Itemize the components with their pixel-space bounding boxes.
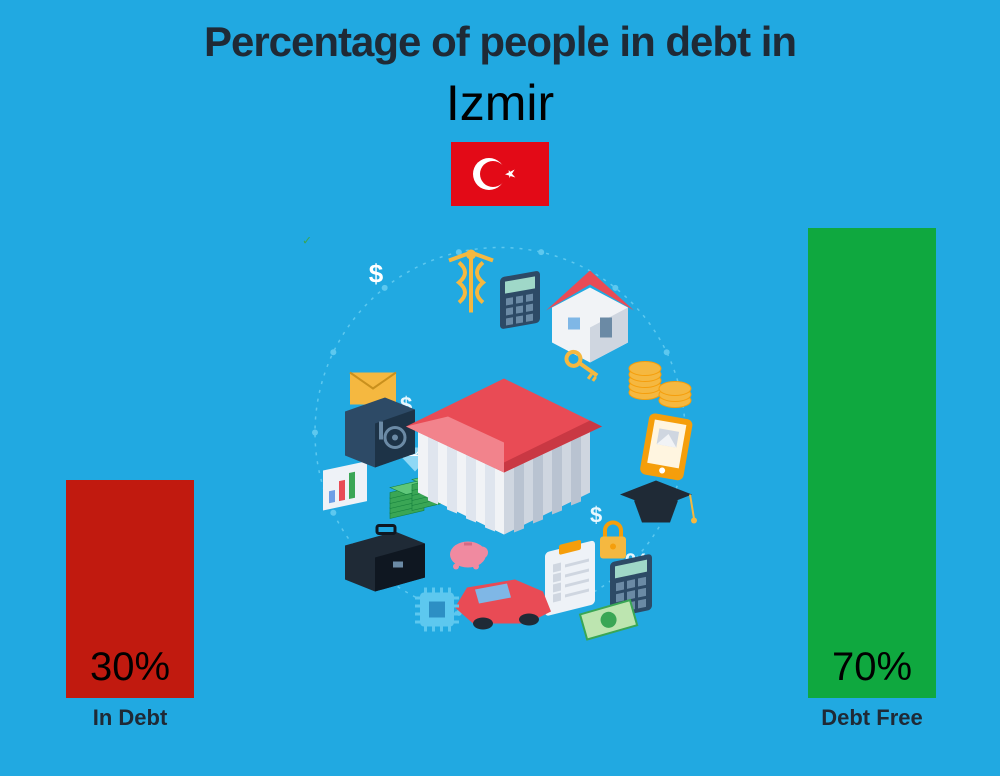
page-title: Percentage of people in debt in — [0, 18, 1000, 66]
svg-text:$: $ — [369, 258, 384, 288]
bar-value-in-debt: 30% — [66, 645, 194, 690]
finance-illustration: $$$$$%%✓$ — [290, 222, 710, 647]
page-subtitle: Izmir — [0, 74, 1000, 132]
svg-text:$: $ — [590, 502, 602, 527]
bar-in-debt: 30% — [66, 480, 194, 698]
bar-value-debt-free: 70% — [808, 645, 936, 690]
bar-label-in-debt: In Debt — [50, 705, 210, 731]
svg-text:✓: ✓ — [302, 233, 312, 247]
turkey-flag-icon — [451, 142, 549, 206]
bar-label-debt-free: Debt Free — [792, 705, 952, 731]
bar-debt-free: 70% — [808, 228, 936, 698]
